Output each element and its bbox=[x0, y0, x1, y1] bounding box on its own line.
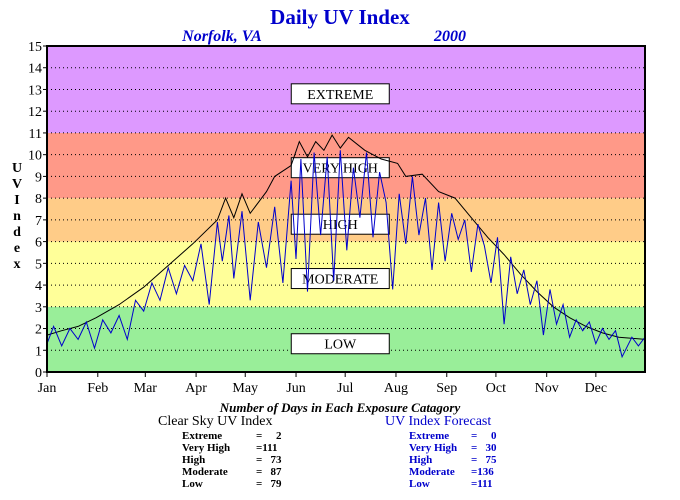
clear-sky-title: Clear Sky UV Index bbox=[158, 414, 273, 429]
series-layer bbox=[46, 134, 646, 359]
y-tick-label: 7 bbox=[35, 214, 42, 229]
band-label: EXTREME bbox=[307, 88, 373, 103]
y-axis-label-char: e bbox=[14, 241, 20, 256]
forecast-row-high: High = 75 bbox=[409, 454, 497, 466]
y-tick-label: 14 bbox=[28, 62, 42, 77]
y-tick-label: 5 bbox=[35, 257, 42, 272]
clear-row-high: High = 73 bbox=[182, 454, 282, 466]
forecast-row-very-high: Very High = 30 bbox=[409, 442, 497, 454]
x-tick-label: Jun bbox=[286, 381, 305, 396]
clear-sky-stats: Clear Sky UV Index Extreme = 2 Very High =… bbox=[158, 414, 282, 490]
forecast-row-moderate: Moderate =136 bbox=[409, 466, 494, 478]
forecast-row-low: Low =111 bbox=[409, 478, 493, 490]
y-tick-label: 10 bbox=[28, 149, 42, 164]
y-tick-label: 11 bbox=[29, 127, 42, 142]
x-tick-label: Nov bbox=[535, 381, 559, 396]
chart-year: 2000 bbox=[433, 28, 466, 45]
x-tick-label: Dec bbox=[585, 381, 608, 396]
y-tick-label: 2 bbox=[35, 323, 42, 338]
x-tick-label: Feb bbox=[87, 381, 108, 396]
x-axis-ticks: Jan Feb Mar Apr May Jun Jul Aug Sep Oct Nov Dec bbox=[38, 372, 607, 396]
y-tick-label: 12 bbox=[28, 105, 42, 120]
x-tick-label: Oct bbox=[486, 381, 506, 396]
clear-sky-table: Extreme = 2 Very High =111 High = 73 Modera… bbox=[182, 430, 282, 490]
y-axis-label-char: x bbox=[14, 257, 21, 272]
x-tick-label: Jul bbox=[337, 381, 353, 396]
y-tick-label: 0 bbox=[35, 366, 42, 381]
y-tick-label: 3 bbox=[35, 301, 42, 316]
x-tick-label: Mar bbox=[134, 381, 158, 396]
series-clear-sky bbox=[46, 134, 646, 340]
x-tick-label: May bbox=[232, 381, 258, 396]
y-axis-label-char: I bbox=[14, 193, 19, 208]
y-tick-label: 4 bbox=[35, 279, 42, 294]
x-tick-label: Jan bbox=[38, 381, 57, 396]
series-forecast bbox=[46, 150, 646, 359]
y-axis-label-char: n bbox=[13, 209, 21, 224]
band-label: VERY HIGH bbox=[303, 162, 378, 177]
forecast-row-extreme: Extreme = 0 bbox=[409, 430, 497, 442]
y-tick-label: 13 bbox=[28, 83, 42, 98]
clear-row-low: Low = 79 bbox=[182, 478, 282, 490]
stats-title: Number of Days in Each Exposure Catagory bbox=[219, 400, 461, 415]
forecast-stats: UV Index Forecast Extreme = 0 Very High = … bbox=[385, 414, 497, 490]
x-tick-label: Aug bbox=[384, 381, 408, 396]
band-label-box bbox=[290, 213, 390, 235]
y-tick-label: 9 bbox=[35, 170, 42, 185]
y-tick-label: 1 bbox=[35, 344, 42, 359]
y-axis-label-char: V bbox=[12, 177, 22, 192]
band-label: HIGH bbox=[323, 218, 358, 233]
forecast-title: UV Index Forecast bbox=[385, 414, 492, 429]
chart-location: Norfolk, VA bbox=[181, 28, 262, 45]
band-label: LOW bbox=[324, 338, 357, 353]
band-label-box bbox=[290, 333, 390, 355]
y-axis-label-char: U bbox=[12, 161, 22, 176]
band-label-box bbox=[290, 83, 390, 105]
forecast-table: Extreme = 0 Very High = 30 High = 75 Modera… bbox=[409, 430, 497, 490]
band-label: MODERATE bbox=[302, 273, 378, 288]
chart-title: Daily UV Index bbox=[270, 5, 410, 29]
y-tick-label: 15 bbox=[28, 40, 42, 55]
y-axis-label-char: d bbox=[13, 225, 21, 240]
clear-row-extreme: Extreme = 2 bbox=[182, 430, 282, 442]
plot-frame bbox=[46, 45, 646, 373]
x-tick-label: Apr bbox=[185, 381, 207, 396]
band-label-box bbox=[290, 268, 390, 290]
band-labels: EXTREME VERY HIGH HIGH MODERATE LOW bbox=[290, 83, 390, 355]
y-tick-label: 8 bbox=[35, 192, 42, 207]
x-tick-label: Sep bbox=[436, 381, 457, 396]
y-tick-label: 6 bbox=[35, 236, 42, 251]
clear-row-very-high: Very High =111 bbox=[182, 442, 278, 454]
clear-row-moderate: Moderate = 87 bbox=[182, 466, 282, 478]
